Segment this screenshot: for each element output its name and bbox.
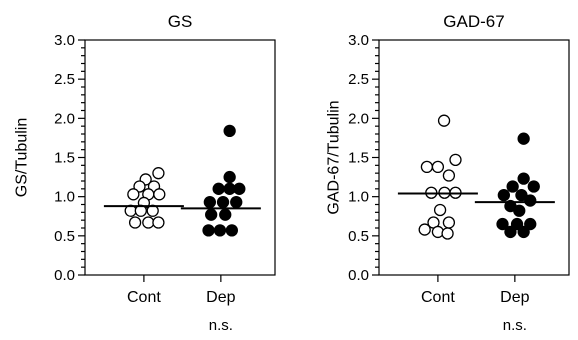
y-tick-label: 2.0 xyxy=(54,110,75,127)
data-point xyxy=(433,203,447,217)
data-point xyxy=(515,188,528,202)
data-point xyxy=(517,172,530,185)
y-tick-label: 1.5 xyxy=(348,150,369,167)
chart-title: GAD-67 xyxy=(443,12,504,31)
y-tick-label: 1.0 xyxy=(348,189,369,206)
y-tick-label: 1.5 xyxy=(54,150,75,167)
data-point xyxy=(441,227,454,240)
panel-gad67: GAD-67 GAD-67/Tubulin n.s. 0.0 0.5 1.0 1.5 2… xyxy=(325,12,570,334)
data-point xyxy=(517,225,530,239)
x-tick-label: Cont xyxy=(421,289,455,306)
y-tick-label: 0.0 xyxy=(54,267,75,284)
data-point xyxy=(513,204,526,217)
x-tick-label: Dep xyxy=(206,289,235,306)
data-point xyxy=(128,216,142,229)
data-point xyxy=(230,195,243,209)
data-point xyxy=(203,195,217,209)
data-point xyxy=(219,208,232,221)
data-point xyxy=(202,224,215,237)
data-point xyxy=(524,217,537,231)
data-point xyxy=(437,114,451,127)
data-point xyxy=(142,216,155,229)
y-tick-label: 2.5 xyxy=(348,71,369,88)
y-tick-label: 0.0 xyxy=(348,267,369,284)
plot-frame xyxy=(378,39,570,276)
data-point xyxy=(496,217,509,231)
y-tick-label: 0.5 xyxy=(348,228,369,245)
data-point xyxy=(212,182,225,195)
data-point xyxy=(213,224,227,237)
x-tick-label: Dep xyxy=(500,289,529,306)
data-point xyxy=(127,188,140,201)
y-tick-label: 2.5 xyxy=(54,71,75,88)
data-point xyxy=(233,182,246,195)
data-point xyxy=(205,208,218,221)
data-point xyxy=(524,194,537,207)
y-tick-label: 2.0 xyxy=(348,110,369,127)
data-point xyxy=(223,170,236,184)
chart-title: GS xyxy=(168,12,193,31)
data-point xyxy=(506,180,519,193)
significance-label: n.s. xyxy=(209,317,233,334)
y-tick-label: 1.0 xyxy=(54,189,75,206)
y-axis-label: GS/Tubulin xyxy=(13,118,30,197)
data-point xyxy=(442,169,456,182)
data-point xyxy=(418,223,431,236)
data-point xyxy=(216,195,230,209)
data-point xyxy=(449,153,462,167)
data-point xyxy=(527,180,540,193)
data-point xyxy=(420,160,434,174)
data-point xyxy=(225,224,239,237)
data-point xyxy=(152,167,165,180)
data-point xyxy=(442,216,456,229)
x-tick-label: Cont xyxy=(127,289,161,306)
data-point xyxy=(510,217,524,231)
data-point xyxy=(431,160,445,174)
significance-label: n.s. xyxy=(503,317,527,334)
data-point xyxy=(152,216,165,229)
data-point xyxy=(517,132,530,145)
y-tick-label: 3.0 xyxy=(348,32,369,49)
plot-frame xyxy=(84,39,276,276)
y-axis-label: GAD-67/Tubulin xyxy=(325,100,342,214)
y-tick-label: 3.0 xyxy=(54,32,75,49)
data-point xyxy=(223,124,236,138)
data-point xyxy=(153,188,166,201)
data-point xyxy=(504,225,517,239)
panel-gs: GS GS/Tubulin n.s. 0.0 0.5 1.0 1.5 2.0 2.5 3.0… xyxy=(13,12,276,334)
data-point xyxy=(497,188,511,202)
y-tick-label: 0.5 xyxy=(54,228,75,245)
